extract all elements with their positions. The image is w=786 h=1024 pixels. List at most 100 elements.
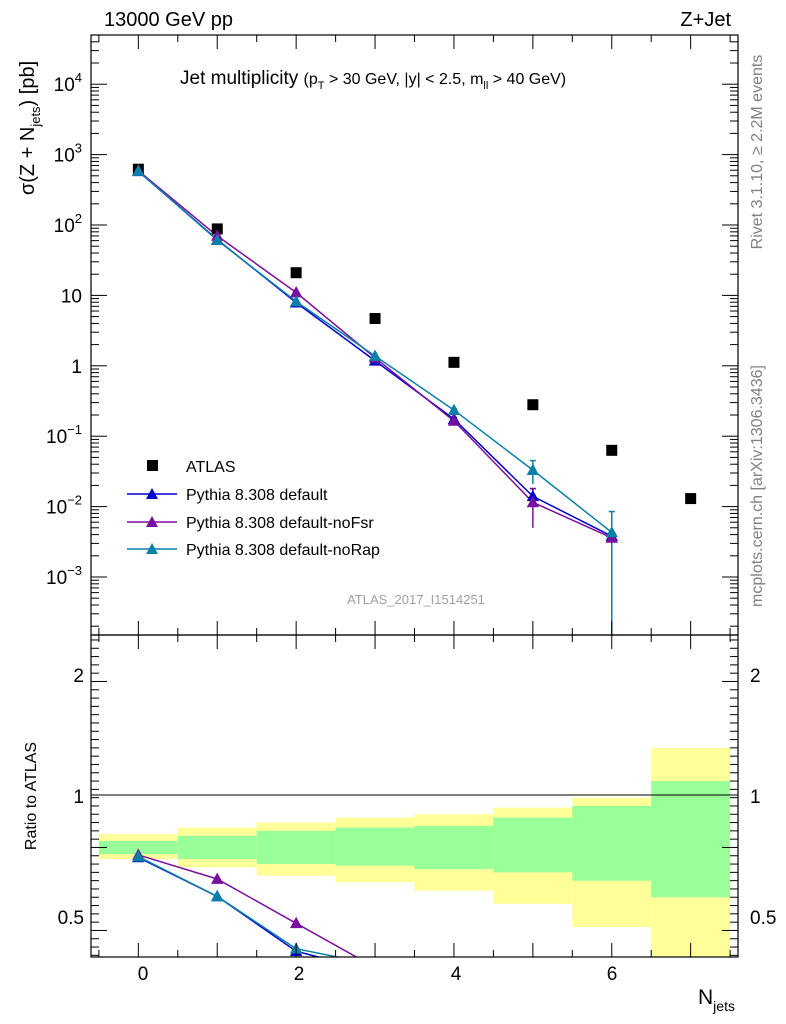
x-axis-label: Njets: [698, 986, 735, 1014]
ratio-ylabel: Ratio to ATLAS: [23, 742, 40, 850]
main-ytick-label-0.01: 10−2: [46, 493, 82, 519]
main-point-nofsr-5: [526, 495, 540, 508]
main-title-cut-2: > 30 GeV, |y| < 2.5, m: [325, 71, 484, 88]
legend-marker-atlas: [147, 460, 158, 471]
main-ytick-label-base: 1: [71, 357, 82, 378]
main-point-atlas-3: [369, 312, 381, 324]
main-ytick-label-1000: 103: [54, 141, 82, 167]
main-ytick-label-exp: 4: [75, 70, 82, 85]
xtick-label-0: 0: [138, 964, 149, 985]
main-ytick-label-base: 10: [46, 568, 67, 589]
axis-ticks: [91, 34, 738, 957]
main-point-atlas-5: [527, 399, 539, 411]
band-green-bin-0: [98, 840, 178, 855]
main-ytick-label-1: 1: [71, 357, 82, 378]
main-ytick-label-exp: −2: [67, 493, 82, 508]
ratio-point-nofsr-1: [211, 872, 224, 884]
mcplots-label: mcplots.cern.ch [arXiv:1306.3436]: [749, 365, 766, 607]
main-point-atlas-2: [290, 267, 302, 279]
legend-marker-norap: [146, 543, 158, 554]
main-ytick-label-0.1: 10−1: [46, 422, 82, 448]
x-axis-label-sub: jets: [712, 998, 735, 1014]
xtick-label-4: 4: [451, 964, 462, 985]
main-ylabel-1: σ(Z + N: [17, 127, 39, 195]
ratio-ytick-label-right-0.5: 0.5: [750, 908, 776, 929]
x-axis-label-main: N: [698, 986, 713, 1009]
band-green-bin-2: [256, 830, 336, 865]
legend-label-default: Pythia 8.308 default: [186, 487, 328, 504]
ratio-point-norap-1: [211, 889, 224, 902]
ratio-ytick-label-left-1: 1: [73, 787, 84, 808]
analysis-label: ATLAS_2017_I1514251: [347, 592, 485, 607]
band-green-bin-4: [414, 825, 494, 870]
main-title-cut-sub-2: ll: [483, 80, 488, 92]
main-points: [132, 163, 697, 543]
legend: ATLAS Pythia 8.308 default Pythia 8.308 …: [127, 459, 380, 559]
rivet-label: Rivet 3.1.10, ≥ 2.2M events: [749, 55, 766, 250]
band-green-bin-6: [572, 805, 652, 881]
legend-label-nofsr: Pythia 8.308 default-noFsr: [186, 515, 374, 532]
main-ytick-label-100: 102: [54, 211, 82, 237]
main-point-norap-3: [368, 349, 382, 361]
main-point-norap-0: [132, 164, 145, 176]
main-point-norap-4: [447, 403, 461, 415]
legend-marker-default: [146, 488, 158, 499]
xtick-label-6: 6: [607, 964, 618, 985]
main-title-cut-1: (p: [304, 71, 318, 88]
main-point-norap-2: [289, 294, 303, 307]
ratio-point-default-3: [369, 965, 381, 976]
main-point-norap-1: [211, 233, 224, 245]
main-point-nofsr-4: [447, 414, 461, 426]
main-ytick-label-base: 10: [54, 75, 75, 96]
main-ytick-label-10: 10: [61, 286, 82, 307]
main-lines: [137, 170, 615, 635]
ratio-point-nofsr-2: [289, 916, 303, 929]
ratio-ytick-label-right-2: 2: [750, 666, 761, 687]
band-green-bin-3: [335, 827, 415, 866]
ratio-ytick-label-right-1: 1: [750, 787, 761, 808]
main-title: Jet multiplicity (pT > 30 GeV, |y| < 2.5…: [180, 68, 566, 92]
main-ytick-label-10000: 104: [54, 70, 82, 96]
main-point-default-5: [526, 489, 540, 502]
main-title-cut-3: > 40 GeV): [488, 71, 566, 88]
ratio-ytick-label-left-0.5: 0.5: [58, 908, 84, 929]
main-ytick-label-exp: 3: [75, 141, 82, 156]
main-ylabel-sub: jets: [28, 106, 43, 128]
main-title-text: Jet multiplicity: [180, 68, 299, 89]
main-title-cut-sub-1: T: [318, 80, 325, 92]
ratio-point-nofsr-3: [369, 961, 381, 972]
band-green-bin-7: [651, 781, 731, 898]
ratio-ytick-label-left-2: 2: [73, 666, 84, 687]
main-ytick-label-base: 10: [61, 286, 82, 307]
main-ytick-label-0.001: 10−3: [46, 563, 82, 589]
main-ytick-label-exp: −3: [67, 563, 82, 578]
legend-label-atlas: ATLAS: [186, 459, 236, 476]
main-point-atlas-6: [606, 444, 618, 456]
main-point-norap-5: [526, 463, 540, 475]
main-point-atlas-7: [685, 493, 697, 505]
xtick-label-2: 2: [294, 964, 305, 985]
legend-label-norap: Pythia 8.308 default-noRap: [186, 542, 380, 559]
header-right: Z+Jet: [680, 9, 731, 31]
main-ytick-label-base: 10: [54, 146, 75, 167]
ratio-point-norap-0: [132, 850, 145, 862]
header-left: 13000 GeV pp: [104, 9, 233, 31]
main-point-nofsr-2: [289, 285, 303, 298]
band-green-bin-5: [493, 817, 573, 873]
band-green-bin-1: [177, 835, 257, 860]
main-ytick-label-exp: −1: [67, 422, 82, 437]
main-ytick-label-base: 10: [54, 216, 75, 237]
main-point-norap-6: [605, 525, 618, 538]
ratio-line-nofsr: [138, 854, 358, 957]
main-ylabel-2: ) [pb]: [17, 61, 39, 107]
main-ytick-label-base: 10: [46, 427, 67, 448]
ratio-bands: [98, 747, 731, 957]
legend-marker-nofsr: [146, 516, 158, 527]
main-ytick-label-base: 10: [46, 498, 67, 519]
main-point-atlas-1: [211, 223, 223, 235]
main-ylabel: σ(Z + Njets) [pb]: [17, 61, 43, 195]
main-point-atlas-4: [448, 356, 460, 368]
main-ytick-label-exp: 2: [75, 211, 82, 226]
